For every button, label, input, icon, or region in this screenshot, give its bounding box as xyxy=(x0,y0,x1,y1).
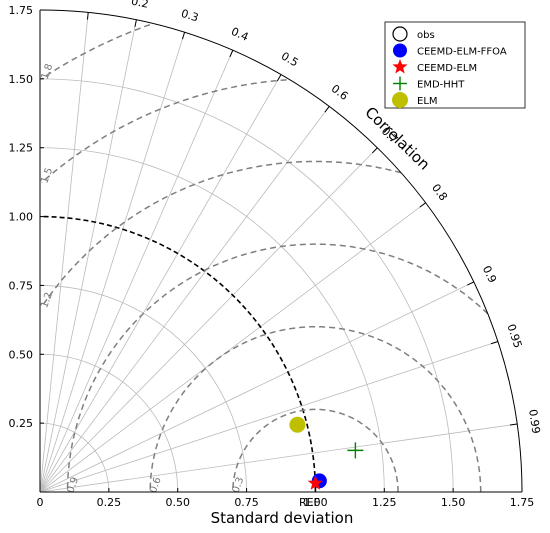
std-grid-arc xyxy=(39,353,179,493)
legend-box xyxy=(384,21,526,109)
legend: obs CEEMD-ELM-FFOA CEEMD-ELM EMD-HHT ELM xyxy=(384,21,526,109)
correlation-tick xyxy=(419,202,426,208)
std-grid-arc xyxy=(39,78,454,493)
rms-contour-label: 1.5 xyxy=(39,166,55,185)
correlation-tick xyxy=(467,281,475,286)
x-tick-label: 0.75 xyxy=(234,496,259,509)
correlation-grid-line xyxy=(39,19,137,493)
correlation-tick xyxy=(276,74,282,82)
correlation-tick-label: 0.1 xyxy=(81,0,100,2)
x-tick-label: 1.75 xyxy=(510,496,535,509)
rms-contour xyxy=(41,23,151,80)
x-tick-label: 0.50 xyxy=(165,496,190,509)
x-tick-label: 1.50 xyxy=(441,496,466,509)
reference-std-arc xyxy=(39,215,317,493)
correlation-title: Correlation xyxy=(361,103,433,173)
correlation-tick xyxy=(490,341,499,345)
reference-label: REF xyxy=(299,496,320,509)
data-points xyxy=(289,416,364,490)
x-tick-label: 0.25 xyxy=(97,496,122,509)
correlation-tick-label: 0.6 xyxy=(329,82,351,103)
data-point-ceemd-elm xyxy=(307,475,323,490)
legend-marker xyxy=(393,76,407,91)
y-tick-label: 1.00 xyxy=(9,211,34,224)
y-tick-label: 1.25 xyxy=(9,142,34,155)
correlation-tick xyxy=(229,50,234,58)
correlation-tick xyxy=(181,32,186,40)
correlation-tick-label: 0.95 xyxy=(504,322,524,349)
correlation-tick-label: 0.4 xyxy=(229,25,250,44)
rms-contour xyxy=(66,243,489,493)
outer-arc xyxy=(39,9,523,493)
rms-contours: 0.3 0.6 0.9 1.2 1.5 1.8 xyxy=(39,23,489,495)
correlation-tick-label: 0.5 xyxy=(279,50,301,70)
legend-marker xyxy=(392,92,408,108)
correlation-grid-line xyxy=(39,281,474,493)
correlation-grid-line xyxy=(39,106,330,493)
correlation-grid-line xyxy=(39,50,234,493)
correlation-tick xyxy=(134,19,137,27)
x-tick-label: 0 xyxy=(37,496,44,509)
correlation-tick-label: 0.3 xyxy=(180,7,201,25)
legend-marker xyxy=(393,43,407,58)
correlation-tick-label: 0.9 xyxy=(480,264,499,285)
rms-contour-label: 0.3 xyxy=(231,476,247,495)
std-grid-arc xyxy=(39,147,385,493)
data-point-emd-hht xyxy=(347,442,364,459)
correlation-grid-line xyxy=(39,32,185,493)
correlation-grid-line xyxy=(39,147,378,493)
legend-entry: CEEMD-ELM-FFOA xyxy=(417,47,507,58)
legend-marker xyxy=(392,26,408,42)
correlation-grid-line xyxy=(39,423,518,493)
correlation-tick-label: 0.2 xyxy=(130,0,150,11)
rms-contour xyxy=(41,79,287,184)
rms-contour-label: 1.2 xyxy=(39,291,55,310)
rms-contour xyxy=(40,160,402,308)
y-tick-label: 1.50 xyxy=(9,73,34,86)
correlation-tick xyxy=(371,147,378,154)
legend-entry: CEEMD-ELM xyxy=(417,63,477,74)
grid-layer xyxy=(39,12,518,493)
rms-contour xyxy=(232,408,399,492)
correlation-tick xyxy=(86,12,89,20)
x-tick-label: 1.00 xyxy=(303,496,328,509)
data-point-elm xyxy=(289,416,306,433)
y-tick-label: 0.75 xyxy=(9,279,34,292)
correlation-tick xyxy=(324,106,330,113)
correlation-tick xyxy=(509,423,518,426)
rms-contour-label: 1.8 xyxy=(40,62,56,81)
legend-entry: obs xyxy=(417,30,435,41)
std-grid-arc xyxy=(39,422,110,493)
y-tick-label: 0.25 xyxy=(9,417,34,430)
legend-entry: ELM xyxy=(417,96,438,107)
x-tick-label: 1.25 xyxy=(372,496,397,509)
correlation-grid-line xyxy=(39,202,426,493)
correlation-grid-line xyxy=(39,12,89,493)
correlation-grid-line xyxy=(39,341,499,493)
y-tick-label: 1.75 xyxy=(9,4,34,17)
correlation-tick-label: 0.8 xyxy=(429,181,450,203)
correlation-grid-line xyxy=(39,74,282,493)
y-tick-label: 0.50 xyxy=(9,348,34,361)
legend-marker xyxy=(392,59,408,74)
correlation-tick-label: 0.99 xyxy=(526,409,542,435)
legend-entry: EMD-HHT xyxy=(417,80,465,91)
x-axis-title: Standard deviation xyxy=(211,509,354,527)
std-grid-arc xyxy=(39,285,247,493)
rms-contour xyxy=(149,325,482,492)
rms-contour-label: 0.6 xyxy=(148,476,164,495)
rms-contour-label: 0.9 xyxy=(65,476,81,495)
